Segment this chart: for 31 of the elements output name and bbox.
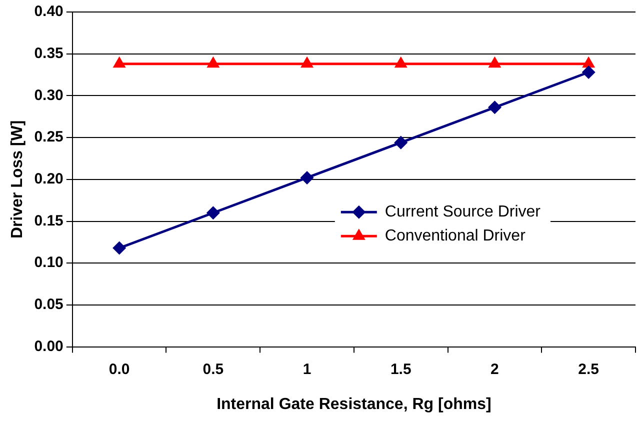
y-tick-label: 0.35 — [34, 44, 64, 62]
point — [395, 58, 406, 68]
x-tick-label: 1 — [302, 360, 312, 378]
point — [394, 136, 408, 149]
point — [208, 58, 219, 68]
x-tick-label: 1.5 — [390, 360, 412, 378]
y-tick-label: 0.25 — [34, 128, 64, 146]
point — [206, 206, 220, 220]
legend-label: Conventional Driver — [384, 228, 526, 245]
y-axis-title: Driver Loss [W] — [9, 120, 26, 239]
x-tick-label: 2.5 — [578, 360, 600, 378]
y-tick-label: 0.20 — [34, 170, 64, 188]
y-tick-label: 0.15 — [34, 212, 64, 230]
point — [582, 58, 594, 68]
x-tick-label: 0.0 — [108, 360, 130, 378]
point — [301, 58, 313, 68]
y-tick-label: 0.05 — [34, 296, 64, 314]
legend-label: Current Source Driver — [384, 204, 542, 221]
y-tick-label: 0.30 — [34, 86, 64, 104]
point — [114, 58, 125, 68]
point — [489, 58, 500, 68]
point — [582, 66, 595, 79]
y-tick-label: 0.10 — [34, 254, 64, 272]
point — [488, 101, 501, 114]
point — [300, 171, 314, 184]
x-tick-label: 2 — [490, 360, 499, 378]
x-axis-title: Internal Gate Resistance, Rg [ohms] — [216, 396, 492, 413]
x-tick-label: 0.5 — [202, 360, 224, 378]
y-tick-label: 0.00 — [34, 338, 64, 355]
y-tick-label: 0.40 — [34, 3, 64, 20]
point — [113, 242, 126, 254]
